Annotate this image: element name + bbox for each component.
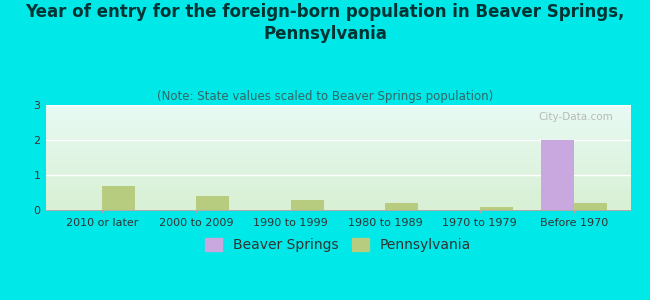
Bar [291,200,324,210]
Text: (Note: State values scaled to Beaver Springs population): (Note: State values scaled to Beaver Spr… [157,90,493,103]
Text: City-Data.com: City-Data.com [538,112,613,122]
Text: Year of entry for the foreign-born population in Beaver Springs,
Pennsylvania: Year of entry for the foreign-born popul… [25,3,625,43]
Bar [385,203,418,210]
Bar [480,206,513,210]
Legend: Beaver Springs, Pennsylvania: Beaver Springs, Pennsylvania [200,232,476,258]
Bar [196,196,229,210]
Bar [574,203,607,210]
Bar [102,185,135,210]
Bar [541,140,574,210]
